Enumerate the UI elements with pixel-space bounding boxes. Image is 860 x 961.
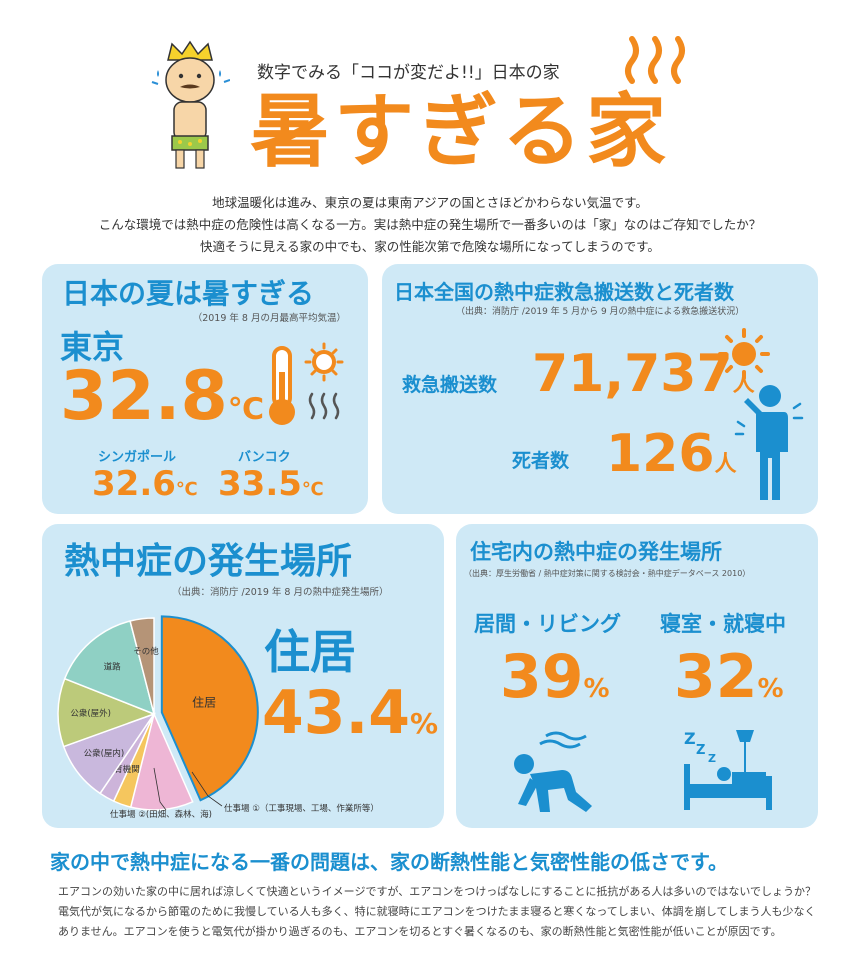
highlight-value: 43.4 — [262, 678, 411, 748]
bedroom-percent: 32% — [674, 642, 784, 712]
intro-line-2: こんな環境では熱中症の危険性は高くなる一方。実は熱中症の発生場所で一番多いのは「… — [98, 217, 762, 232]
home-panel: 住宅内の熱中症の発生場所 （出典：厚生労働省 / 熱中症対策に関する検討会・熱中… — [456, 524, 818, 828]
pie-label-0: 住居 — [192, 695, 216, 709]
svg-text:Z: Z — [696, 743, 705, 758]
svg-text:Z: Z — [708, 752, 716, 765]
pie-label-5: 公衆(屋外) — [70, 708, 111, 719]
pie-label-7: その他 — [133, 646, 159, 657]
home-title: 住宅内の熱中症の発生場所 — [470, 540, 722, 564]
summer-source: （2019 年 8 月の月最高平均気温） — [192, 313, 346, 324]
thermometer-icon — [262, 342, 358, 432]
mascot-illustration — [150, 40, 231, 175]
tokyo-label: 東京 — [60, 328, 125, 366]
pie-slice-7 — [129, 617, 155, 715]
tokyo-temp: 32.8℃ — [60, 360, 264, 447]
sleeping-bed-icon: Z Z Z — [680, 724, 776, 816]
singapore-temp: 32.6℃ — [92, 464, 198, 504]
places-title: 熱中症の発生場所 — [64, 541, 353, 582]
pie-label-4: 公衆(屋内) — [84, 748, 125, 759]
pie-slice-0 — [160, 615, 259, 802]
svg-text:Z: Z — [684, 729, 696, 748]
living-percent: 39% — [500, 642, 610, 712]
transport-panel: 日本全国の熱中症救急搬送数と死者数 （出典：消防庁 /2019 年 5 月から … — [382, 264, 818, 514]
collapsed-person-icon — [506, 730, 606, 816]
summer-panel: 日本の夏は暑すぎる （2019 年 8 月の月最高平均気温） 東京 32.8℃ … — [42, 264, 368, 514]
tokyo-temp-value: 32.8 — [60, 357, 228, 436]
tokyo-temp-unit: ℃ — [227, 392, 265, 427]
pie-slice-5 — [57, 677, 157, 748]
pie-label-3: 教育機関 — [106, 764, 140, 775]
ambulance-unit: 人 — [732, 372, 755, 397]
living-label: 居間・リビング — [474, 612, 621, 636]
living-unit: % — [583, 674, 610, 704]
intro-line-3: 快適そうに見える家の中でも、家の性能次第で危険な場所になってしまうのです。 — [200, 239, 660, 254]
transport-source: （出典：消防庁 /2019 年 5 月から 9 月の熱中症による救急搬送状況） — [456, 307, 745, 317]
singapore-label: シンガポール — [98, 450, 177, 465]
deaths-count: 126人 — [606, 424, 737, 484]
ambulance-label: 救急搬送数 — [402, 374, 498, 396]
places-source: （出典：消防庁 /2019 年 8 月の熱中症発生場所） — [172, 587, 389, 598]
bedroom-value: 32 — [674, 642, 758, 712]
singapore-temp-unit: ℃ — [175, 479, 198, 500]
ambulance-value: 71,737 — [532, 344, 733, 404]
highlight-unit: % — [410, 707, 439, 740]
bedroom-unit: % — [757, 674, 784, 704]
home-source: （出典：厚生労働省 / 熱中症対策に関する検討会・熱中症データベース 2010） — [464, 569, 751, 578]
pie-label-6: 道路 — [104, 661, 122, 672]
footer-line-2: 電気代が気になるから節電のために我慢している人も多く、特に就寝時にエアコンをつけ… — [58, 905, 816, 918]
intro-line-1: 地球温暖化は進み、東京の夏は東南アジアの国とさほどかわらない気温です。 — [212, 195, 648, 210]
deaths-label: 死者数 — [512, 450, 570, 472]
living-value: 39 — [500, 642, 584, 712]
callout-workplace-1: 仕事場 ①（工事現場、工場、作業所等） — [224, 804, 379, 814]
footer-line-1: エアコンの効いた家の中に居れば涼しくて快適というイメージですが、エアコンをつけっ… — [58, 885, 817, 898]
singapore-temp-value: 32.6 — [92, 464, 176, 504]
highlight-label: 住居 — [264, 625, 356, 679]
sun-icon — [714, 326, 774, 382]
header-subtitle: 数字でみる「ココが変だよ!!」日本の家 — [257, 63, 560, 83]
heat-waves-icon — [620, 36, 690, 86]
places-panel: 熱中症の発生場所 （出典：消防庁 /2019 年 8 月の熱中症発生場所） 住居… — [42, 524, 444, 828]
pie-slice-6 — [63, 620, 156, 716]
footer-headline: 家の中で熱中症になる一番の問題は、家の断熱性能と気密性能の低さです。 — [50, 850, 728, 874]
bangkok-temp: 33.5℃ — [218, 464, 324, 504]
fainting-person-icon — [734, 382, 804, 504]
summer-title: 日本の夏は暑すぎる — [62, 277, 315, 310]
deaths-unit: 人 — [714, 452, 737, 477]
bangkok-temp-value: 33.5 — [218, 464, 302, 504]
page-title: 暑すぎる家 — [250, 85, 670, 178]
footer-line-3: ありません。エアコンを使うと電気代が掛かり過ぎるのも、エアコンを切るとすぐ暑くな… — [58, 925, 782, 938]
highlight-percent: 43.4% — [262, 678, 438, 748]
bangkok-label: バンコク — [238, 450, 291, 465]
bedroom-label: 寝室・就寝中 — [660, 612, 786, 636]
callout-workplace-2: 仕事場 ②(田畑、森林、海) — [110, 810, 212, 820]
deaths-value: 126 — [606, 424, 715, 484]
ambulance-count: 71,737人 — [532, 344, 755, 404]
bangkok-temp-unit: ℃ — [301, 479, 324, 500]
transport-title: 日本全国の熱中症救急搬送数と死者数 — [394, 280, 734, 304]
